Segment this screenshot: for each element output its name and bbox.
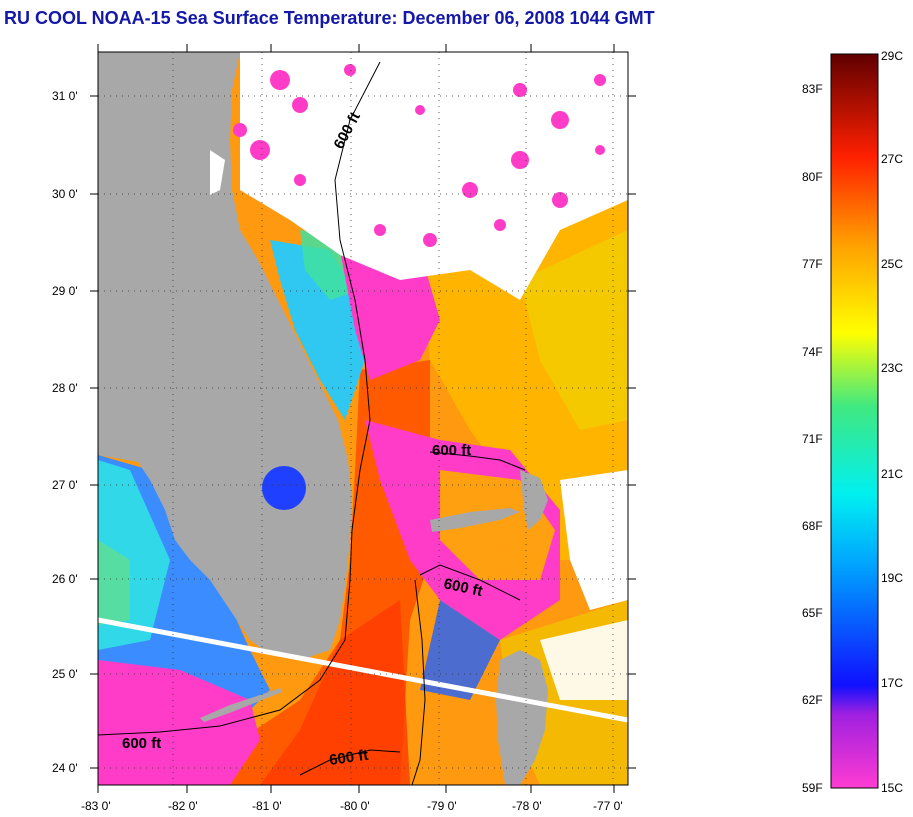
contour-label-group: 600 ft 600 ft 600 ft 600 ft 600 ft <box>122 109 484 769</box>
data-gap-swath <box>98 617 628 723</box>
isobath-contours <box>98 61 526 785</box>
florida-keys <box>200 688 282 722</box>
graticule-grid <box>98 52 628 785</box>
grand-bahama-land <box>430 508 520 532</box>
celsius-label: 25C <box>881 257 903 271</box>
fahrenheit-label: 65F <box>802 606 823 620</box>
lon-label: -81 0' <box>252 799 282 813</box>
celsius-label: 15C <box>881 781 903 795</box>
celsius-label: 23C <box>881 361 903 375</box>
lon-label: -82 0' <box>168 799 198 813</box>
colorbar-fahrenheit-labels: 83F 80F 77F 74F 71F 68F 65F 62F 59F <box>802 82 823 795</box>
celsius-label: 27C <box>881 152 903 166</box>
lat-label: 25 0' <box>52 667 78 681</box>
coast-cloud-edge <box>210 150 225 195</box>
fahrenheit-label: 71F <box>802 432 823 446</box>
fahrenheit-label: 59F <box>802 781 823 795</box>
colorbar-celsius-labels: 29C 27C 25C 23C 21C 19C 17C 15C <box>881 49 903 795</box>
lon-label: -79 0' <box>427 799 457 813</box>
map-panel: 600 ft 600 ft 600 ft 600 ft 600 ft <box>98 52 628 785</box>
lat-label: 30 0' <box>52 187 78 201</box>
andros-land <box>496 650 548 785</box>
contour-label-south: 600 ft <box>328 747 369 769</box>
fahrenheit-label: 77F <box>802 257 823 271</box>
fahrenheit-label: 62F <box>802 693 823 707</box>
map-frame <box>97 51 629 786</box>
longitude-labels: -83 0' -82 0' -81 0' -80 0' -79 0' -78 0… <box>81 799 623 813</box>
latitude-labels: 31 0' 30 0' 29 0' 28 0' 27 0' 26 0' 25 0… <box>52 89 78 775</box>
fahrenheit-label: 74F <box>802 345 823 359</box>
celsius-label: 29C <box>881 49 903 63</box>
colorbar-gradient <box>830 53 879 789</box>
lat-label: 28 0' <box>52 381 78 395</box>
lat-label: 24 0' <box>52 761 78 775</box>
lon-label: -78 0' <box>512 799 542 813</box>
axis-ticks <box>90 44 636 793</box>
lat-label: 31 0' <box>52 89 78 103</box>
abaco-land <box>520 470 548 530</box>
lat-label: 26 0' <box>52 572 78 586</box>
lat-label: 27 0' <box>52 478 78 492</box>
map-title: RU COOL NOAA-15 Sea Surface Temperature:… <box>4 8 655 28</box>
lon-label: -83 0' <box>81 799 111 813</box>
fahrenheit-label: 80F <box>802 170 823 184</box>
contour-label-southwest: 600 ft <box>122 735 161 752</box>
lake-okeechobee <box>262 466 306 510</box>
celsius-label: 17C <box>881 676 903 690</box>
contour-label-bahamas: 600 ft <box>432 442 471 459</box>
colorbar: 83F 80F 77F 74F 71F 68F 65F 62F 59F 29C … <box>802 49 903 795</box>
lon-label: -77 0' <box>593 799 623 813</box>
celsius-label: 21C <box>881 467 903 481</box>
celsius-label: 19C <box>881 571 903 585</box>
lon-label: -80 0' <box>340 799 370 813</box>
lat-label: 29 0' <box>52 284 78 298</box>
fahrenheit-label: 83F <box>802 82 823 96</box>
fahrenheit-label: 68F <box>802 519 823 533</box>
